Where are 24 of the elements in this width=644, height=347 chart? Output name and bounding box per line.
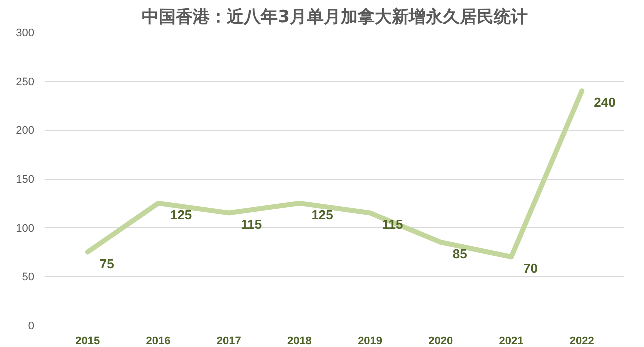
x-tick-label: 2016 — [146, 336, 171, 347]
data-label: 125 — [312, 207, 334, 222]
y-tick-label: 50 — [22, 272, 35, 284]
chart-title: 中国香港：近八年3月单月加拿大新增永久居民统计 — [142, 8, 528, 28]
data-label: 240 — [594, 95, 616, 110]
y-tick-label: 0 — [28, 320, 35, 332]
x-tick-label: 2017 — [216, 336, 242, 347]
x-tick-label: 2021 — [499, 336, 524, 347]
data-label: 75 — [100, 256, 114, 272]
y-tick-label: 250 — [16, 76, 35, 88]
y-tick-label: 300 — [16, 28, 35, 40]
data-label: 70 — [524, 261, 538, 276]
x-tick-label: 2019 — [358, 336, 383, 347]
x-tick-label: 2022 — [570, 336, 594, 347]
y-tick-label: 200 — [16, 125, 35, 138]
x-tick-label: 2020 — [428, 336, 454, 347]
data-label: 115 — [241, 217, 262, 232]
y-tick-label: 150 — [16, 174, 35, 186]
data-label: 115 — [382, 217, 404, 232]
data-label: 125 — [170, 207, 192, 222]
x-tick-label: 2015 — [76, 336, 100, 347]
x-tick-label: 2018 — [287, 336, 312, 347]
y-tick-label: 100 — [16, 222, 35, 235]
data-label: 85 — [452, 246, 468, 262]
